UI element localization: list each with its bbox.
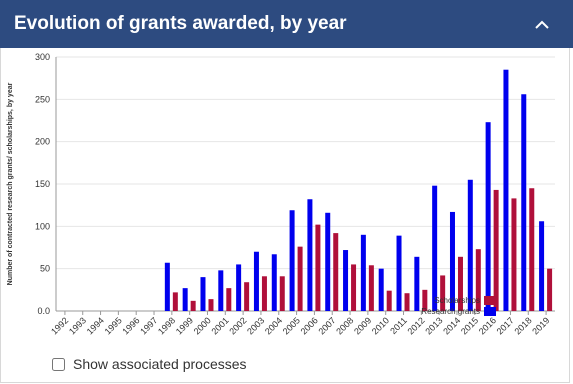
bar: [261, 276, 267, 311]
bar: [547, 268, 553, 311]
bar: [253, 251, 259, 311]
bar: [422, 289, 428, 311]
bar: [307, 199, 313, 311]
bar: [315, 224, 321, 311]
bar: [226, 288, 232, 311]
x-tick-label: 2015: [459, 315, 480, 336]
bar: [164, 262, 170, 311]
x-tick-label: 1993: [67, 315, 88, 336]
y-tick-label: 100: [35, 221, 50, 231]
bar: [521, 94, 527, 312]
x-tick-label: 2012: [406, 315, 427, 336]
y-tick-label: 300: [35, 52, 50, 62]
bar: [414, 256, 420, 311]
bar: [511, 198, 517, 311]
x-tick-label: 2006: [299, 315, 320, 336]
panel-header: Evolution of grants awarded, by year: [0, 0, 573, 48]
bar: [404, 293, 410, 311]
x-tick-label: 2014: [441, 315, 462, 336]
legend-label: Research grants: [421, 307, 480, 316]
bar: [325, 212, 331, 311]
bar: [343, 250, 349, 311]
checkbox-row[interactable]: Show associated processes: [52, 356, 247, 372]
bar: [378, 268, 384, 311]
x-tick-label: 2009: [352, 315, 373, 336]
bar: [467, 179, 473, 311]
y-tick-label: 250: [35, 94, 50, 104]
y-tick-label: 0.0: [37, 306, 50, 316]
x-tick-label: 2011: [388, 315, 409, 336]
bar: [297, 246, 303, 311]
bar: [386, 290, 392, 311]
bar: [457, 256, 463, 311]
checkbox-label: Show associated processes: [73, 356, 247, 372]
x-tick-label: 2000: [192, 315, 213, 336]
bar: [190, 300, 196, 311]
bar: [449, 211, 455, 311]
bar: [432, 185, 438, 311]
bar: [440, 275, 446, 311]
panel-title: Evolution of grants awarded, by year: [14, 13, 347, 34]
x-tick-label: 1995: [103, 315, 124, 336]
bar: [503, 69, 509, 311]
x-tick-label: 2016: [477, 315, 498, 336]
bar: [333, 233, 339, 311]
x-tick-label: 1999: [174, 315, 195, 336]
y-axis-title: Number of contracted research grants/ sc…: [7, 82, 14, 285]
bar: [351, 264, 357, 311]
bar: [485, 122, 491, 312]
x-tick-label: 2002: [227, 315, 248, 336]
bar: [529, 188, 535, 311]
legend-swatch: [484, 307, 496, 316]
bar: [182, 288, 188, 311]
x-tick-label: 1992: [49, 315, 70, 336]
bar: [200, 277, 206, 311]
x-tick-label: 2004: [263, 315, 284, 336]
bar: [360, 234, 366, 311]
x-tick-label: 2007: [316, 315, 337, 336]
x-tick-label: 1997: [138, 315, 159, 336]
y-tick-label: 50: [40, 264, 50, 274]
legend-label: Scholarships: [434, 296, 480, 305]
x-tick-label: 2010: [370, 315, 391, 336]
bar: [172, 292, 178, 311]
x-tick-label: 1994: [85, 315, 106, 336]
x-tick-label: 2003: [245, 315, 266, 336]
bar: [271, 254, 277, 311]
x-tick-label: 2018: [512, 315, 533, 336]
x-tick-label: 2001: [209, 315, 230, 336]
x-tick-label: 2013: [423, 315, 444, 336]
bar: [244, 282, 250, 311]
bar: [208, 299, 214, 311]
chart: 0.0 50 100 150 200 250 300 Number of contracted…: [7, 52, 555, 337]
x-tick-label: 2008: [334, 315, 355, 336]
x-tick-label: 2005: [281, 315, 302, 336]
x-tick-label: 1996: [120, 315, 141, 336]
y-tick-label: 200: [35, 137, 50, 147]
bar: [218, 270, 224, 311]
bar: [368, 265, 374, 311]
bar: [475, 249, 481, 311]
bar: [396, 235, 402, 311]
x-tick-label: 2017: [495, 315, 516, 336]
bar: [279, 276, 285, 311]
collapse-button[interactable]: [534, 19, 550, 31]
bar: [539, 221, 545, 311]
checkbox[interactable]: [52, 357, 65, 371]
y-tick-label: 150: [35, 179, 50, 189]
x-tick-label: 2019: [530, 315, 551, 336]
bar: [493, 189, 499, 311]
bar: [289, 210, 295, 311]
bar: [236, 264, 242, 311]
x-tick-label: 1998: [156, 315, 177, 336]
legend-swatch: [484, 296, 496, 305]
